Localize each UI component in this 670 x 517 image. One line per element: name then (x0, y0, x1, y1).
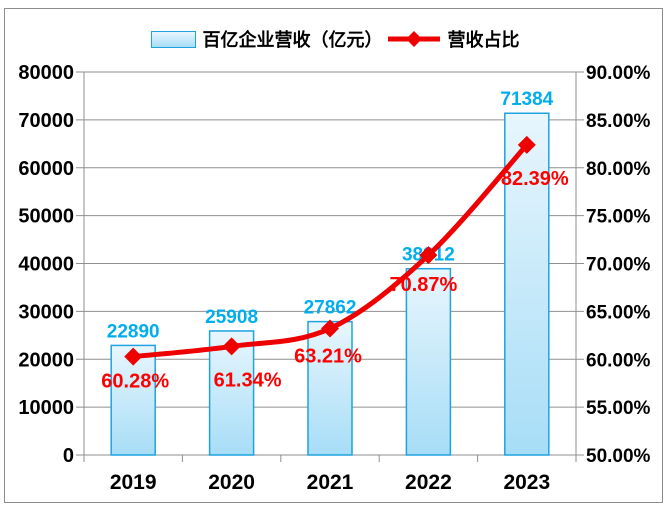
right-axis-tick-label: 80.00% (586, 159, 651, 180)
right-axis-tick-label: 70.00% (586, 255, 651, 276)
ratio-line (132, 143, 529, 360)
line-point-2020 (222, 337, 241, 356)
percent-label: 60.28% (101, 371, 169, 393)
left-axis-tick-label: 40000 (18, 254, 74, 276)
left-axis-tick-label: 20000 (18, 349, 74, 371)
bar-series-swatch-icon (150, 30, 196, 48)
percent-label: 63.21% (294, 346, 362, 368)
left-axis-tick-label: 30000 (18, 301, 74, 323)
right-axis-tick-label: 85.00% (586, 111, 651, 132)
right-axis-tick-label: 90.00% (586, 63, 651, 84)
line-point-2022 (419, 246, 438, 265)
right-axis-tick-label: 50.00% (586, 446, 651, 467)
x-axis-label: 2022 (405, 471, 452, 494)
left-axis-tick-label: 50000 (18, 206, 74, 228)
chart-legend: 百亿企业营收（亿元） 营收占比 (0, 26, 670, 52)
bar-value-label: 25908 (205, 307, 258, 328)
right-axis-tick-label: 55.00% (586, 398, 651, 419)
left-axis-tick-label: 10000 (18, 397, 74, 419)
left-axis-tick-label: 0 (63, 445, 74, 467)
bar-2021 (307, 320, 353, 456)
percent-label: 61.34% (214, 369, 282, 391)
percent-label: 70.87% (389, 274, 457, 296)
bar-value-label: 27862 (304, 298, 357, 319)
x-axis-label: 2021 (307, 471, 354, 494)
percent-label: 82.39% (501, 168, 569, 190)
line-point-2023 (517, 135, 536, 154)
bar-2023 (504, 112, 550, 456)
right-axis-tick-label: 60.00% (586, 350, 651, 371)
right-axis-tick-label: 75.00% (586, 207, 651, 228)
x-axis-label: 2023 (503, 471, 550, 494)
line-point-2019 (124, 347, 143, 366)
bar-value-label: 22890 (107, 321, 160, 342)
line-series-label: 营收占比 (447, 30, 520, 50)
bar-series-label: 百亿企业营收（亿元） (202, 30, 383, 50)
left-axis-tick-label: 60000 (18, 158, 74, 180)
legend-item-line-series: 营收占比 (387, 26, 520, 52)
line-point-2021 (321, 319, 339, 338)
right-axis-tick-label: 65.00% (586, 302, 651, 323)
x-axis-label: 2020 (208, 471, 255, 494)
line-series-marker-icon (387, 31, 440, 47)
left-axis-tick-label: 70000 (18, 110, 74, 132)
x-axis-label: 2019 (110, 471, 157, 494)
bar-2022 (405, 267, 452, 456)
left-axis-tick-label: 80000 (18, 62, 74, 84)
bar-value-label: 71384 (500, 89, 553, 110)
legend-item-bar-series: 百亿企业营收（亿元） (150, 26, 383, 52)
